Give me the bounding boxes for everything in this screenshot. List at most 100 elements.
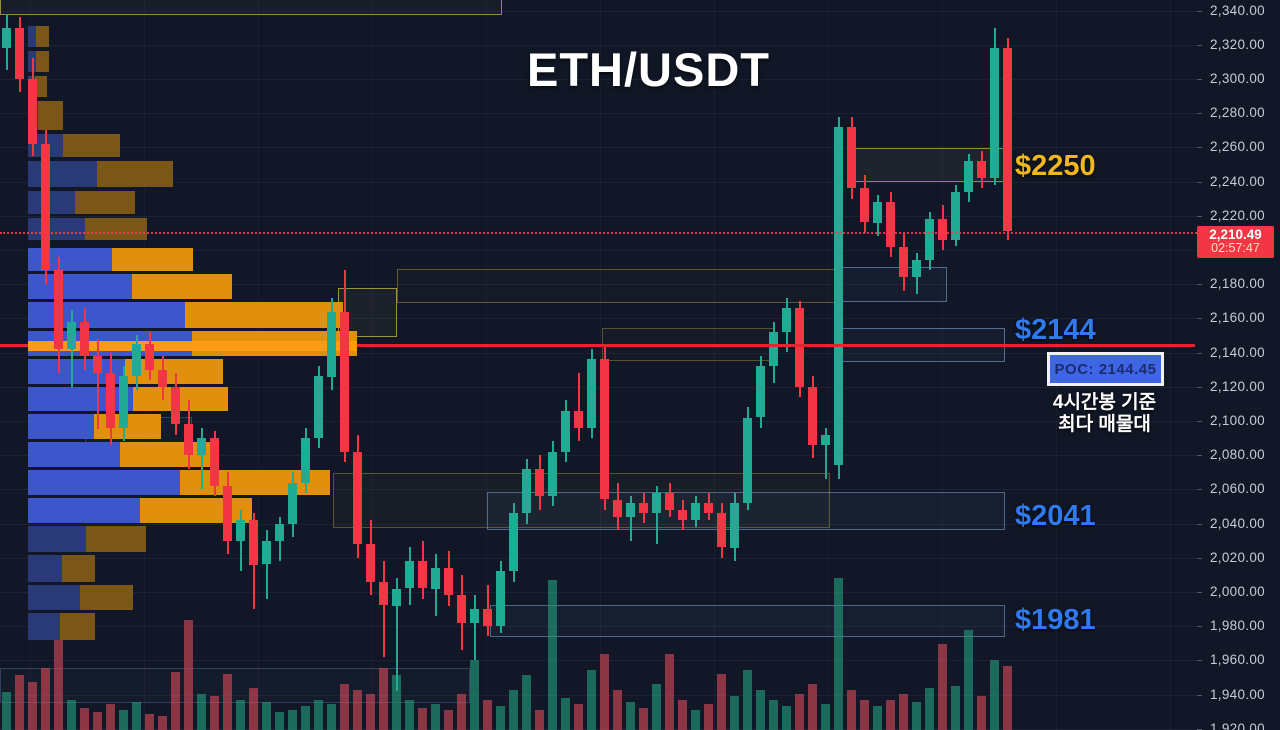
candle-body	[600, 359, 609, 500]
axis-price-label: 2,040.00	[1210, 515, 1265, 531]
volume-bar	[262, 702, 271, 730]
axis-price-label: 2,020.00	[1210, 549, 1265, 565]
volume-bar	[119, 710, 128, 730]
volume-profile-sell-bar	[133, 387, 228, 411]
candle-body	[977, 161, 986, 179]
candle-body	[574, 410, 583, 428]
candle-wick	[200, 427, 203, 490]
candle-body	[795, 308, 804, 387]
axis-tick	[1197, 557, 1202, 559]
volume-bar	[678, 700, 687, 730]
volume-bar	[847, 690, 856, 730]
horizontal-gridline	[0, 284, 1197, 286]
volume-bar	[28, 682, 37, 730]
horizontal-gridline	[0, 249, 1197, 251]
candle-body	[639, 503, 648, 514]
horizontal-gridline	[0, 557, 1197, 559]
candle-body	[704, 503, 713, 514]
vertical-gridline	[486, 0, 487, 730]
candle-body	[548, 451, 557, 497]
price-level-label: $2250	[1015, 150, 1096, 182]
axis-tick	[1197, 113, 1202, 115]
volume-profile-buy-bar	[28, 26, 36, 47]
volume-bar	[392, 675, 401, 730]
price-axis[interactable]: 2,340.00 2,320.00 2,300.00 2,280.00 2,260.00…	[1197, 0, 1280, 730]
candle-body	[119, 376, 128, 428]
volume-bar	[184, 620, 193, 730]
candle-body	[847, 126, 856, 189]
volume-bar	[535, 710, 544, 730]
volume-bar	[353, 690, 362, 730]
candle-body	[145, 343, 154, 370]
axis-tick	[1197, 284, 1202, 286]
horizontal-gridline	[0, 44, 1197, 46]
axis-price-label: 2,180.00	[1210, 276, 1265, 292]
volume-bar	[912, 702, 921, 730]
price-chart[interactable]	[0, 0, 1197, 730]
candle-body	[522, 468, 531, 514]
candle-body	[236, 520, 245, 541]
candle-body	[483, 609, 492, 627]
candle-body	[899, 246, 908, 278]
axis-tick	[1197, 660, 1202, 662]
volume-bar	[67, 700, 76, 730]
candle-body	[314, 376, 323, 438]
volume-bar	[899, 694, 908, 730]
volume-bar	[405, 700, 414, 730]
candle-wick	[655, 485, 658, 544]
candle-wick	[395, 578, 398, 692]
volume-bar	[80, 708, 89, 730]
volume-bar	[275, 712, 284, 730]
candle-body	[93, 355, 102, 373]
candle-body	[613, 499, 622, 517]
axis-tick	[1197, 591, 1202, 593]
candle-body	[561, 410, 570, 452]
volume-bar	[925, 688, 934, 730]
volume-bar	[210, 696, 219, 730]
candle-body	[652, 492, 661, 514]
volume-bar	[561, 698, 570, 730]
volume-profile-buy-bar	[28, 387, 133, 411]
volume-bar	[496, 706, 505, 730]
volume-bar	[483, 700, 492, 730]
candle-body	[28, 78, 37, 144]
volume-bar	[340, 684, 349, 730]
axis-price-label: 1,940.00	[1210, 686, 1265, 702]
candle-body	[106, 373, 115, 428]
volume-bar	[444, 710, 453, 730]
poc-label-text: POC: 2144.45	[1054, 360, 1157, 378]
symbol-title: ETH/USDT	[527, 43, 770, 96]
volume-bar	[145, 714, 154, 730]
volume-bar	[587, 670, 596, 730]
axis-price-label: 2,160.00	[1210, 310, 1265, 326]
volume-bar	[54, 630, 63, 730]
axis-tick	[1197, 728, 1202, 730]
vertical-gridline	[828, 0, 829, 730]
volume-bar	[873, 706, 882, 730]
candle-body	[262, 540, 271, 565]
candle-body	[1003, 48, 1012, 232]
volume-bar	[106, 704, 115, 730]
candle-body	[951, 191, 960, 240]
volume-profile-sell-bar	[185, 302, 343, 328]
volume-bar	[600, 654, 609, 730]
volume-bar	[431, 704, 440, 730]
volume-bar	[977, 696, 986, 730]
axis-tick	[1197, 523, 1202, 525]
volume-bar	[626, 702, 635, 730]
volume-bar	[951, 686, 960, 730]
volume-profile-buy-bar	[28, 161, 97, 187]
axis-tick	[1197, 78, 1202, 80]
volume-bar	[2, 692, 11, 730]
volume-profile-sell-bar	[36, 26, 49, 47]
volume-bar	[665, 654, 674, 730]
candle-body	[54, 270, 63, 350]
candle-body	[964, 161, 973, 192]
axis-price-label: 2,080.00	[1210, 447, 1265, 463]
candle-body	[717, 513, 726, 548]
volume-bar	[223, 674, 232, 730]
volume-bar	[509, 690, 518, 730]
volume-bar	[158, 716, 167, 730]
annotation-line-2: 최다 매물대	[1058, 414, 1151, 435]
